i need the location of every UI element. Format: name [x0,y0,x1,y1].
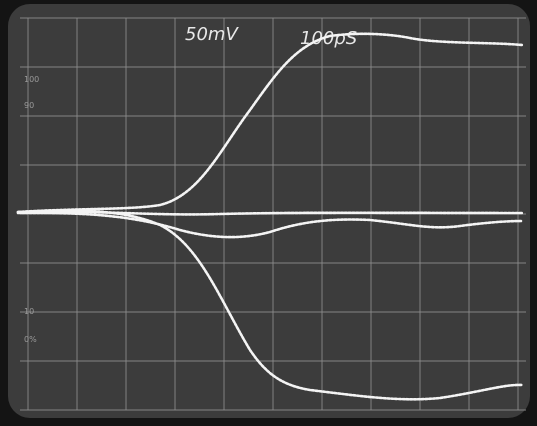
oscilloscope-photo: 100 90 10 0% 50mV 100pS [0,0,537,426]
percent-mark: 90 [24,101,34,110]
percent-mark: 0% [24,335,37,344]
volts-per-div: 50mV [185,24,239,45]
percent-mark: 100 [24,75,39,84]
percent-mark: 10 [24,307,34,316]
